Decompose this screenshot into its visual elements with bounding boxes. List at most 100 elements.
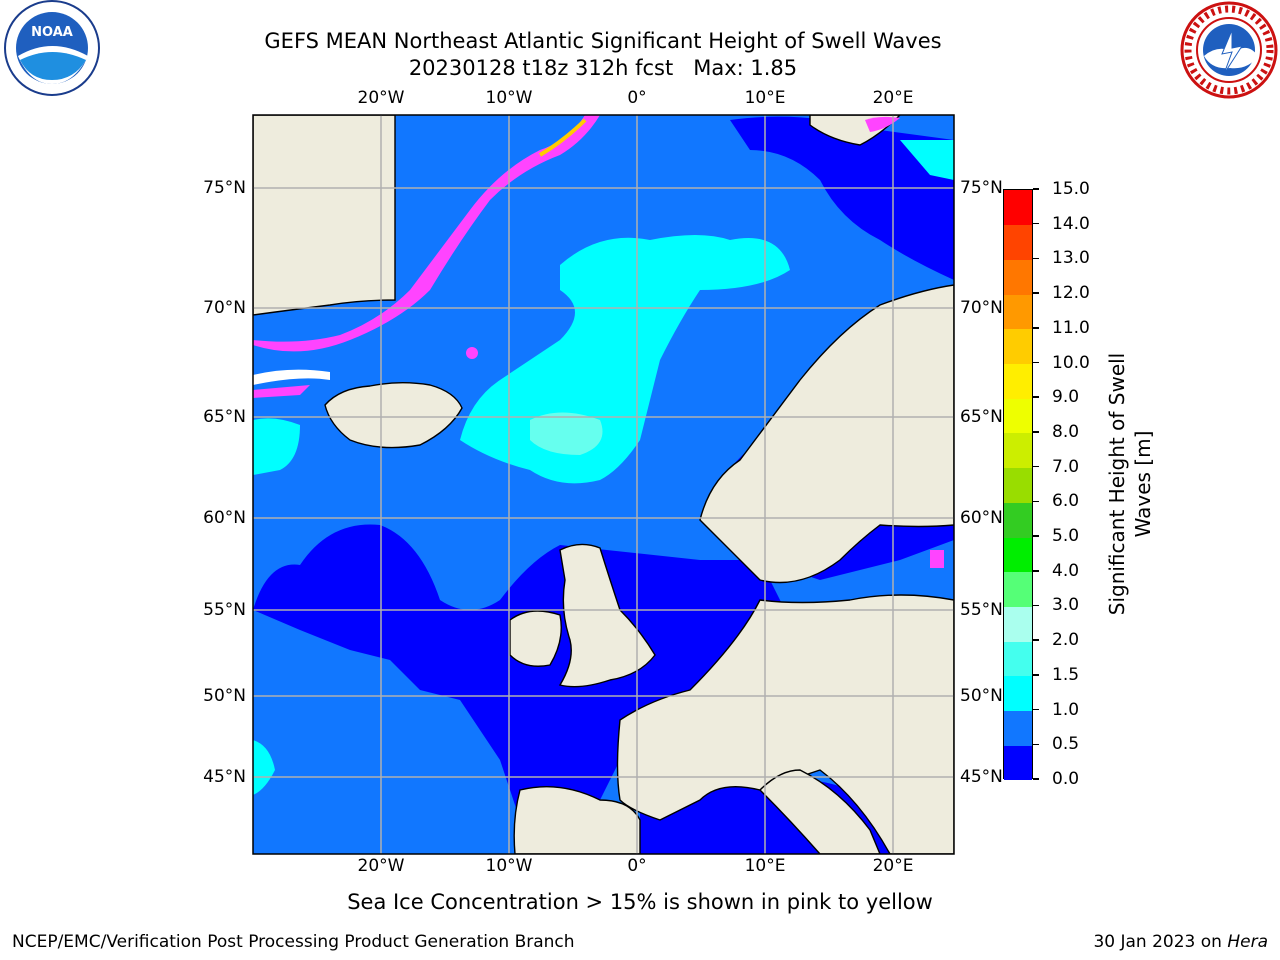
colorbar-segment bbox=[1004, 328, 1032, 365]
footer-date-text: 30 Jan 2023 on bbox=[1093, 932, 1222, 952]
colorbar-segment bbox=[1004, 294, 1032, 330]
colorbar-segment bbox=[1004, 745, 1032, 781]
colorbar-tick bbox=[1033, 431, 1039, 433]
italy bbox=[759, 769, 881, 854]
nws-logo bbox=[1180, 1, 1278, 99]
lat-label-right: 65°N bbox=[960, 407, 1003, 427]
ireland bbox=[509, 610, 562, 667]
colorbar-title-line-1: Significant Height of Swell bbox=[1105, 352, 1129, 616]
colorbar-title: Significant Height of Swell Waves [m] bbox=[1104, 353, 1156, 615]
sea-ice bbox=[253, 115, 944, 568]
colorbar-tick-label: 1.5 bbox=[1052, 664, 1080, 685]
colorbar-tick-label: 13.0 bbox=[1052, 248, 1090, 269]
colorbar-tick bbox=[1033, 396, 1039, 398]
colorbar-tick-label: 7.0 bbox=[1052, 456, 1080, 477]
colorbar-tick-label: 14.0 bbox=[1052, 213, 1090, 234]
colorbar-segment bbox=[1004, 224, 1032, 260]
colorbar-tick bbox=[1033, 188, 1039, 190]
iceland bbox=[324, 382, 463, 449]
colorbar-tick bbox=[1033, 222, 1039, 225]
colorbar-segment bbox=[1004, 502, 1032, 538]
lon-label-bottom: 20°E bbox=[872, 856, 914, 876]
colorbar-tick bbox=[1033, 257, 1039, 260]
colorbar-segment bbox=[1004, 467, 1032, 503]
continental-europe bbox=[616, 594, 954, 854]
peak-swell-region bbox=[530, 412, 603, 455]
lon-label-top: 10°W bbox=[485, 88, 533, 108]
colorbar-tick-label: 11.0 bbox=[1052, 317, 1090, 338]
colorbar-tick bbox=[1033, 292, 1039, 294]
colorbar-tick-label: 4.0 bbox=[1052, 560, 1080, 581]
lon-label-top: 20°W bbox=[357, 88, 405, 108]
lat-label-left: 55°N bbox=[203, 600, 246, 620]
colorbar-segment bbox=[1004, 190, 1032, 226]
colorbar-segment bbox=[1004, 641, 1032, 677]
colorbar-tick bbox=[1033, 535, 1039, 537]
colorbar-tick-label: 15.0 bbox=[1052, 179, 1090, 199]
colorbar-tick bbox=[1033, 708, 1039, 711]
lat-label-left: 65°N bbox=[203, 407, 246, 427]
sea-ice-caption: Sea Ice Concentration > 15% is shown in … bbox=[347, 890, 933, 914]
footer-credit: NCEP/EMC/Verification Post Processing Pr… bbox=[12, 932, 575, 952]
footer-date: 30 Jan 2023 on Hera bbox=[1093, 932, 1268, 952]
colorbar-segment bbox=[1004, 710, 1032, 746]
colorbar-tick-label: 12.0 bbox=[1052, 283, 1090, 304]
colorbar-segment bbox=[1004, 675, 1032, 712]
noaa-logo: NOAA bbox=[4, 0, 100, 96]
title-line-2: 20230128 t18z 312h fcst Max: 1.85 bbox=[408, 56, 798, 80]
lat-label-left: 50°N bbox=[203, 686, 246, 706]
footer-host: Hera bbox=[1227, 932, 1268, 952]
map-frame bbox=[252, 114, 955, 855]
lat-label-left: 45°N bbox=[203, 767, 246, 787]
colorbar-segment bbox=[1004, 606, 1032, 642]
colorbar-segment bbox=[1004, 363, 1032, 399]
colorbar-tick-label: 5.0 bbox=[1052, 526, 1080, 547]
lon-label-bottom: 10°W bbox=[485, 856, 533, 876]
graticule bbox=[253, 115, 954, 854]
chart-title: GEFS MEAN Northeast Atlantic Significant… bbox=[0, 28, 1206, 82]
colorbar-tick-label: 2.0 bbox=[1052, 630, 1080, 651]
colorbar-tick bbox=[1033, 778, 1039, 780]
colorbar-title-line-2: Waves [m] bbox=[1131, 430, 1155, 538]
lat-label-right: 70°N bbox=[960, 298, 1003, 318]
colorbar-tick-label: 0.0 bbox=[1052, 769, 1080, 789]
noaa-logo-text: NOAA bbox=[31, 25, 73, 40]
colorbar-tick bbox=[1033, 743, 1039, 746]
colorbar-tick-label: 0.5 bbox=[1052, 734, 1080, 755]
lat-label-right: 55°N bbox=[960, 600, 1003, 620]
colorbar-tick-label: 8.0 bbox=[1052, 421, 1080, 442]
colorbar-tick bbox=[1033, 465, 1039, 468]
colorbar-tick-label: 6.0 bbox=[1052, 491, 1080, 512]
lat-label-left: 70°N bbox=[203, 298, 246, 318]
lat-label-right: 75°N bbox=[960, 178, 1003, 198]
colorbar-segment bbox=[1004, 571, 1032, 607]
colorbar-segment bbox=[1004, 259, 1032, 295]
iberia bbox=[513, 786, 641, 854]
colorbar-segment bbox=[1004, 537, 1032, 573]
lon-label-top: 10°E bbox=[744, 88, 786, 108]
lon-label-bottom: 0° bbox=[627, 856, 647, 876]
lon-label-bottom: 10°E bbox=[744, 856, 786, 876]
lon-label-bottom: 20°W bbox=[357, 856, 405, 876]
colorbar-tick-label: 10.0 bbox=[1052, 352, 1090, 373]
colorbar-tick bbox=[1033, 674, 1039, 676]
colorbar bbox=[1003, 189, 1033, 781]
greenland bbox=[253, 115, 396, 316]
colorbar-segment bbox=[1004, 398, 1032, 434]
lat-label-right: 60°N bbox=[960, 508, 1003, 528]
lat-label-right: 45°N bbox=[960, 767, 1003, 787]
lon-label-top: 20°E bbox=[872, 88, 914, 108]
land-masses bbox=[253, 115, 954, 854]
colorbar-tick bbox=[1033, 639, 1039, 641]
lon-label-top: 0° bbox=[627, 88, 647, 108]
colorbar-segment bbox=[1004, 432, 1032, 469]
colorbar-tick bbox=[1033, 570, 1039, 572]
colorbar-tick bbox=[1033, 361, 1039, 364]
colorbar-tick-label: 3.0 bbox=[1052, 595, 1080, 616]
colorbar-tick-label: 9.0 bbox=[1052, 387, 1080, 408]
lat-label-left: 60°N bbox=[203, 508, 246, 528]
colorbar-tick bbox=[1033, 604, 1039, 607]
title-line-1: GEFS MEAN Northeast Atlantic Significant… bbox=[264, 29, 942, 53]
lat-label-right: 50°N bbox=[960, 686, 1003, 706]
colorbar-tick-label: 1.0 bbox=[1052, 699, 1080, 720]
